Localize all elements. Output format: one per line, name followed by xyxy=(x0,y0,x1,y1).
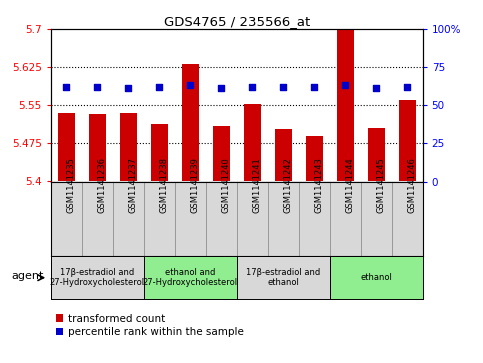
Text: GSM1141240: GSM1141240 xyxy=(221,157,230,213)
Bar xyxy=(243,104,261,182)
Text: GSM1141243: GSM1141243 xyxy=(314,157,323,213)
Bar xyxy=(213,126,230,182)
Point xyxy=(217,86,225,91)
Text: GSM1141246: GSM1141246 xyxy=(407,157,416,213)
Bar xyxy=(144,256,237,299)
Bar xyxy=(89,114,106,182)
Text: GSM1141236: GSM1141236 xyxy=(97,157,106,213)
Bar xyxy=(151,124,168,182)
Point xyxy=(248,84,256,90)
Point xyxy=(62,84,70,90)
Bar xyxy=(51,256,144,299)
Bar xyxy=(368,128,384,182)
Text: GSM1141237: GSM1141237 xyxy=(128,157,137,213)
Point xyxy=(124,86,132,91)
Text: GSM1141239: GSM1141239 xyxy=(190,157,199,213)
Point xyxy=(156,84,163,90)
Text: agent: agent xyxy=(12,270,44,281)
Bar xyxy=(57,113,75,182)
Bar xyxy=(182,64,199,182)
Bar xyxy=(329,256,423,299)
Text: 17β-estradiol and
27-Hydroxycholesterol: 17β-estradiol and 27-Hydroxycholesterol xyxy=(50,268,145,287)
Bar xyxy=(306,136,323,182)
Text: GSM1141244: GSM1141244 xyxy=(345,157,354,213)
Text: GSM1141238: GSM1141238 xyxy=(159,157,168,213)
Point xyxy=(372,86,380,91)
Text: GSM1141242: GSM1141242 xyxy=(283,157,292,213)
Text: GSM1141235: GSM1141235 xyxy=(66,157,75,213)
Bar xyxy=(398,100,416,182)
Bar xyxy=(120,113,137,182)
Title: GDS4765 / 235566_at: GDS4765 / 235566_at xyxy=(164,15,310,28)
Point xyxy=(279,84,287,90)
Bar xyxy=(337,29,354,182)
Point xyxy=(93,84,101,90)
Bar xyxy=(237,256,330,299)
Bar xyxy=(275,129,292,182)
Point xyxy=(186,82,194,88)
Point xyxy=(341,82,349,88)
Legend: transformed count, percentile rank within the sample: transformed count, percentile rank withi… xyxy=(56,314,244,337)
Point xyxy=(403,84,411,90)
Text: 17β-estradiol and
ethanol: 17β-estradiol and ethanol xyxy=(246,268,320,287)
Text: ethanol and
27-Hydroxycholesterol: ethanol and 27-Hydroxycholesterol xyxy=(142,268,238,287)
Text: GSM1141245: GSM1141245 xyxy=(376,157,385,213)
Text: GSM1141241: GSM1141241 xyxy=(252,157,261,213)
Text: ethanol: ethanol xyxy=(360,273,392,282)
Point xyxy=(310,84,318,90)
